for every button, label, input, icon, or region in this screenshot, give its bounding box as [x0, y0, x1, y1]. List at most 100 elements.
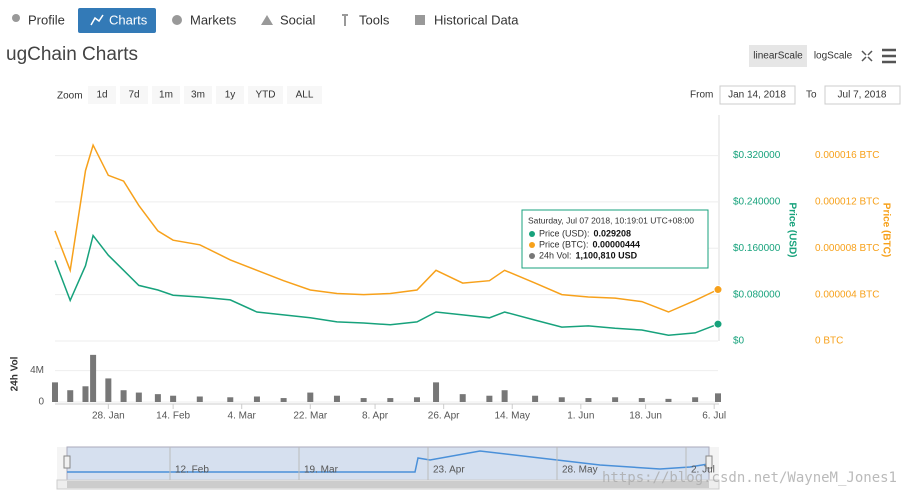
volume-bar	[280, 398, 287, 402]
volume-bar	[638, 398, 645, 402]
input[interactable]	[824, 85, 901, 105]
volume-bar	[486, 395, 493, 402]
volume-bar	[170, 395, 177, 402]
icon	[342, 14, 348, 26]
volume-bar	[715, 393, 721, 402]
scale-button[interactable]: linearScale	[753, 51, 803, 62]
zoom-button-bg	[88, 86, 116, 104]
y-tick-label: $0.080000	[733, 289, 781, 300]
volume-bar	[360, 398, 367, 402]
volume-bar	[307, 392, 314, 402]
volume-bar	[459, 394, 466, 402]
navigator-handle[interactable]	[705, 455, 713, 469]
zoom-button[interactable]: ALL	[296, 90, 314, 101]
y2-tick-label: 0 BTC	[815, 336, 843, 347]
volume-bar	[585, 398, 592, 402]
navigator-line	[67, 450, 709, 473]
hover-point	[713, 285, 723, 295]
zoom-button-bg	[216, 86, 244, 104]
volume-bar	[558, 397, 565, 402]
watermark: https://blog.csdn.net/WayneM_Jones1	[602, 470, 897, 486]
y2-axis-title: Price (BTC)	[880, 203, 891, 257]
button-bg	[749, 45, 807, 67]
x-tick-label: 14. Feb	[156, 411, 190, 422]
y2-tick-label: 0.000008 BTC	[815, 243, 880, 254]
y2-tick-label: 0.000004 BTC	[815, 289, 880, 300]
tab[interactable]: Social	[280, 12, 316, 27]
y-tick-label: $0.160000	[733, 243, 781, 254]
zoom-button-bg	[152, 86, 180, 104]
tooltip-value: 1,100,810 USD	[576, 250, 638, 260]
volume-bar	[413, 397, 420, 402]
scale-button[interactable]: logScale	[814, 51, 853, 62]
zoom-button[interactable]: 7d	[128, 90, 139, 101]
tab[interactable]: Charts	[109, 12, 148, 27]
zoom-button-bg	[287, 86, 322, 104]
fullscreen-icon[interactable]	[861, 50, 873, 62]
y2-tick-label: 0.000012 BTC	[815, 197, 880, 208]
volume-bar	[90, 354, 97, 402]
vol-tick-label: 4M	[30, 365, 44, 376]
volume-bar	[692, 397, 699, 402]
from-label: From	[690, 90, 713, 101]
x-tick-label: 22. Mar	[293, 411, 328, 422]
x-tick-label: 18. Jun	[629, 411, 662, 422]
tab[interactable]: Markets	[190, 12, 237, 27]
volume-bar	[135, 392, 142, 402]
volume-bar	[82, 386, 89, 402]
menu-icon[interactable]	[882, 48, 896, 64]
volume-bar	[433, 382, 440, 402]
navigator-label: 28. May	[562, 465, 598, 476]
volume-bar	[612, 397, 619, 402]
volume-bar	[333, 395, 340, 402]
tooltip-dot	[529, 242, 535, 248]
zoom-button[interactable]: 1d	[96, 90, 107, 101]
volume-bar	[227, 397, 234, 402]
tab[interactable]: Tools	[359, 12, 390, 27]
x-tick-label: 28. Jan	[92, 411, 125, 422]
volume-bar	[665, 398, 672, 402]
x-tick-label: 26. Apr	[428, 411, 460, 422]
icon	[261, 15, 273, 25]
from-date[interactable]: Jan 14, 2018	[728, 90, 786, 101]
zoom-button[interactable]: 3m	[191, 90, 205, 101]
y-axis-title: Price (USD)	[786, 202, 797, 257]
zoom-button-bg	[184, 86, 212, 104]
navigator-window	[66, 446, 710, 481]
tab[interactable]: Profile	[28, 12, 65, 27]
volume-bar	[532, 395, 539, 402]
volume-bar	[196, 396, 203, 402]
active-tab-bg	[78, 8, 156, 33]
zoom-button-bg	[248, 86, 283, 104]
volume-bar	[120, 390, 127, 402]
to-date[interactable]: Jul 7, 2018	[838, 90, 887, 101]
tooltip-label: Price (USD):	[539, 228, 590, 238]
volume-bar	[501, 390, 508, 402]
navigator-label: 19. Mar	[304, 465, 339, 476]
x-tick-label: 6. Jul	[702, 411, 726, 422]
vol-axis-title: 24h Vol	[10, 356, 21, 391]
to-label: To	[806, 90, 817, 101]
tooltip-label: Price (BTC):	[539, 239, 589, 249]
navigator-label: 2. Jul	[691, 465, 715, 476]
input[interactable]	[719, 85, 796, 105]
x-tick-label: 8. Apr	[362, 411, 389, 422]
y-tick-label: $0.320000	[733, 150, 781, 161]
zoom-button[interactable]: 1m	[159, 90, 173, 101]
volume-bar	[52, 382, 58, 402]
tab[interactable]: Historical Data	[434, 12, 519, 27]
icon	[90, 14, 104, 26]
zoom-button[interactable]: YTD	[256, 90, 276, 101]
hover-point	[713, 319, 723, 329]
zoom-button[interactable]: 1y	[225, 90, 236, 101]
icon	[12, 14, 20, 22]
x-tick-label: 4. Mar	[228, 411, 257, 422]
navigator-handle[interactable]	[63, 455, 71, 469]
vol-tick-label: 0	[38, 397, 44, 408]
tooltip-value: 0.00000444	[593, 239, 641, 249]
price-line	[54, 143, 719, 313]
scrollbar-thumb[interactable]	[67, 481, 709, 488]
zoom-button-bg	[120, 86, 148, 104]
zoom-label: Zoom	[57, 91, 83, 102]
